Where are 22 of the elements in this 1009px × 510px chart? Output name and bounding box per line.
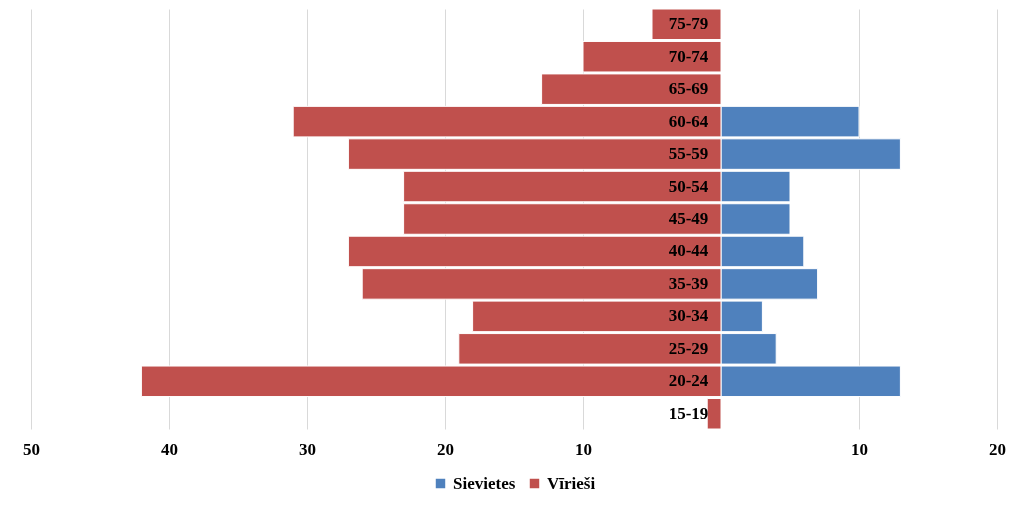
y-tick-label: 35-39 <box>668 273 709 293</box>
x-tick-label: 40 <box>161 439 178 459</box>
x-tick-label: 10 <box>851 439 868 459</box>
legend-label: Vīrieši <box>547 473 596 493</box>
y-tick-label: 65-69 <box>668 79 709 99</box>
y-tick-label: 40-44 <box>668 241 709 261</box>
y-tick-label: 50-54 <box>668 176 709 196</box>
y-tick-label: 75-79 <box>668 14 709 34</box>
x-tick-label: 10 <box>575 439 592 459</box>
x-tick-label: 50 <box>23 439 40 459</box>
y-tick-label: 25-29 <box>668 338 709 358</box>
legend-label: Sievietes <box>453 473 516 493</box>
y-tick-label: 55-59 <box>668 144 709 164</box>
x-tick-label: 20 <box>989 439 1006 459</box>
y-tick-label: 20-24 <box>668 371 709 391</box>
y-tick-label: 70-74 <box>668 46 709 66</box>
y-tick-label: 60-64 <box>668 111 709 131</box>
y-tick-label: 15-19 <box>668 403 709 423</box>
y-tick-label: 30-34 <box>668 306 709 326</box>
x-tick-label: 30 <box>299 439 316 459</box>
x-tick-label: 20 <box>437 439 454 459</box>
y-tick-label: 45-49 <box>668 209 709 228</box>
